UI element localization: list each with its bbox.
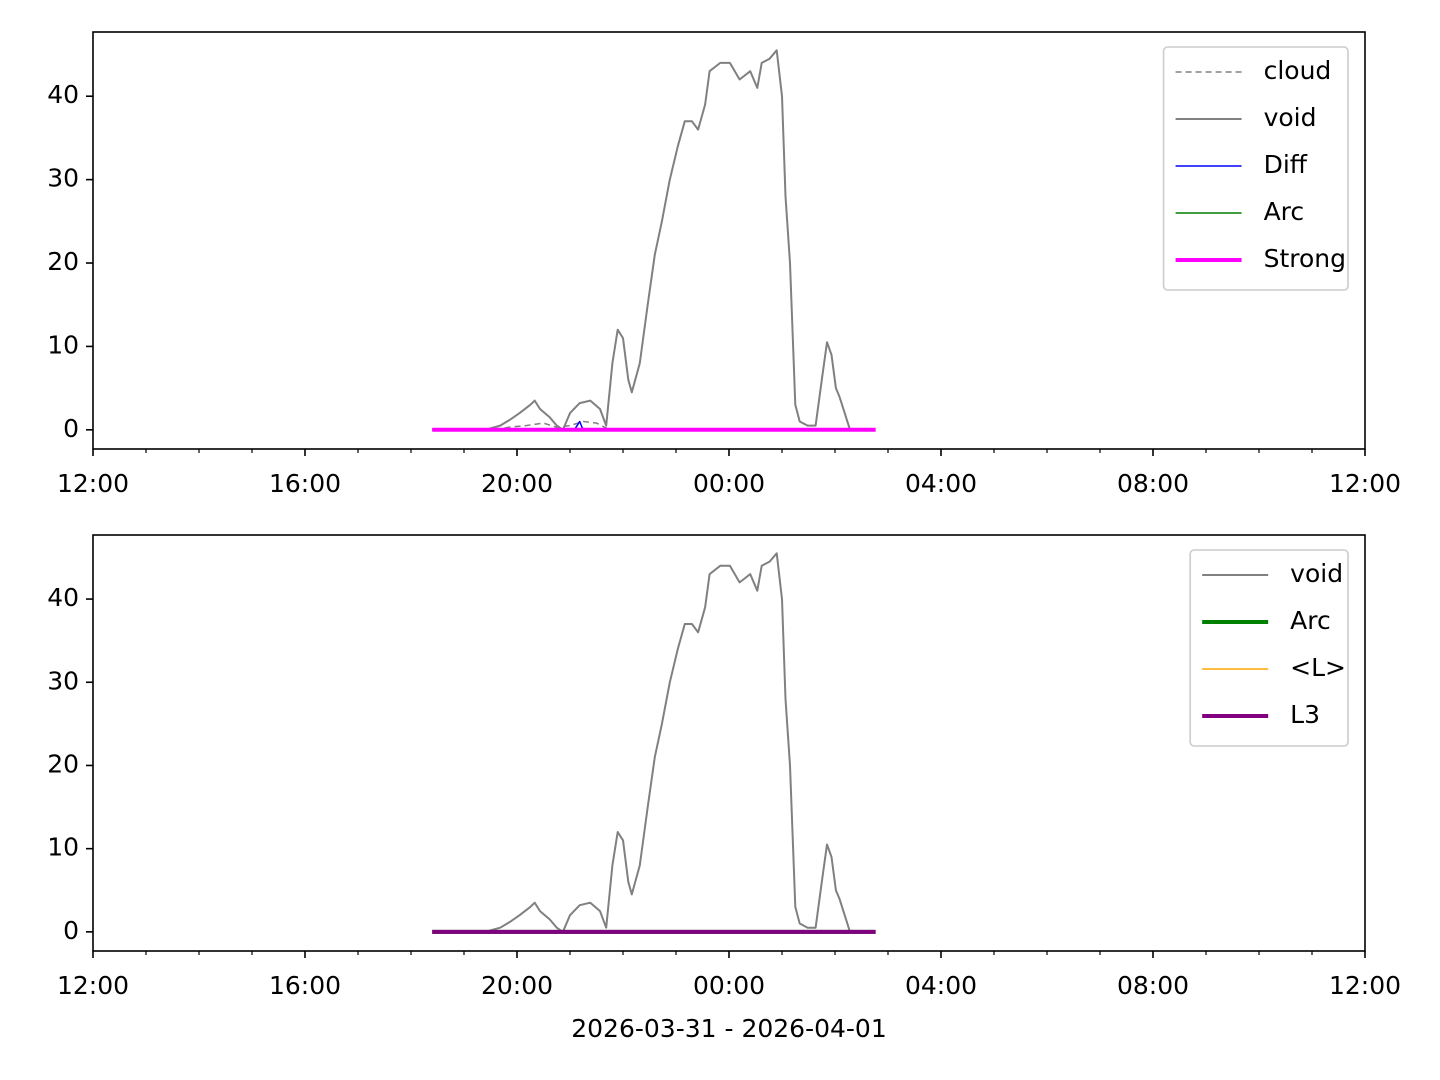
legend-box bbox=[1189, 549, 1349, 747]
axes-frame bbox=[92, 31, 1366, 450]
y-tick-label: 30 bbox=[47, 666, 79, 695]
x-axis-label: 2026-03-31 - 2026-04-01 bbox=[571, 1014, 887, 1043]
x-tick-label: 20:00 bbox=[481, 469, 553, 498]
y-tick-label: 10 bbox=[47, 330, 79, 359]
legend-label: L3 bbox=[1290, 700, 1320, 729]
plot-area bbox=[432, 49, 876, 432]
legend-label: void bbox=[1264, 103, 1317, 132]
y-tick-label: 0 bbox=[63, 414, 79, 443]
x-tick-label: 16:00 bbox=[269, 971, 341, 1000]
y-tick-label: 30 bbox=[47, 164, 79, 193]
legend: cloud void Diff Arc Strong bbox=[1162, 46, 1349, 291]
legend-label: Arc bbox=[1264, 197, 1305, 226]
x-tick-label: 12:00 bbox=[1329, 971, 1401, 1000]
legend-label: Strong bbox=[1264, 244, 1346, 273]
legend-label: Diff bbox=[1264, 150, 1308, 179]
series-line bbox=[494, 420, 611, 431]
x-tick-label: 12:00 bbox=[1329, 469, 1401, 498]
x-tick-label: 16:00 bbox=[269, 469, 341, 498]
legend-label: Arc bbox=[1290, 606, 1331, 635]
y-tick-label: 20 bbox=[47, 749, 79, 778]
x-tick-label: 04:00 bbox=[905, 469, 977, 498]
legend-label: cloud bbox=[1264, 56, 1332, 85]
x-tick-label: 00:00 bbox=[693, 469, 765, 498]
y-tick-label: 0 bbox=[63, 916, 79, 945]
y-tick-label: 40 bbox=[47, 80, 79, 109]
x-tick-label: 08:00 bbox=[1117, 971, 1189, 1000]
series-line bbox=[484, 49, 851, 431]
legend-label: void bbox=[1290, 559, 1343, 588]
y-tick-label: 10 bbox=[47, 833, 79, 862]
x-tick-label: 12:00 bbox=[57, 469, 129, 498]
series-line bbox=[484, 552, 851, 933]
legend: void Arc <L> L3 bbox=[1189, 549, 1349, 747]
plot-area bbox=[432, 552, 876, 934]
y-tick-label: 20 bbox=[47, 247, 79, 276]
x-tick-label: 12:00 bbox=[57, 971, 129, 1000]
x-tick-label: 08:00 bbox=[1117, 469, 1189, 498]
axes-frame bbox=[92, 534, 1366, 952]
x-tick-label: 00:00 bbox=[693, 971, 765, 1000]
x-tick-label: 04:00 bbox=[905, 971, 977, 1000]
x-tick-label: 20:00 bbox=[481, 971, 553, 1000]
legend-box bbox=[1162, 46, 1349, 291]
legend-label: <L> bbox=[1290, 653, 1346, 682]
y-tick-label: 40 bbox=[47, 583, 79, 612]
